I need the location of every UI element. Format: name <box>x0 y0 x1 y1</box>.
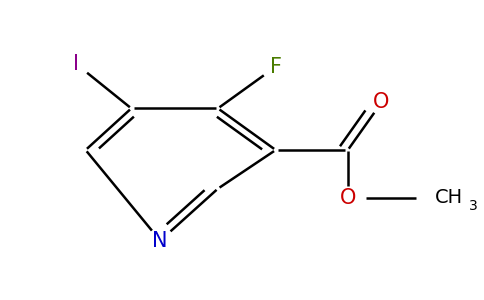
Text: CH: CH <box>435 188 463 207</box>
Text: O: O <box>373 92 390 112</box>
Text: N: N <box>152 231 168 251</box>
Text: I: I <box>73 54 79 74</box>
Text: O: O <box>340 188 356 208</box>
Text: F: F <box>270 57 282 77</box>
Text: 3: 3 <box>469 199 478 213</box>
